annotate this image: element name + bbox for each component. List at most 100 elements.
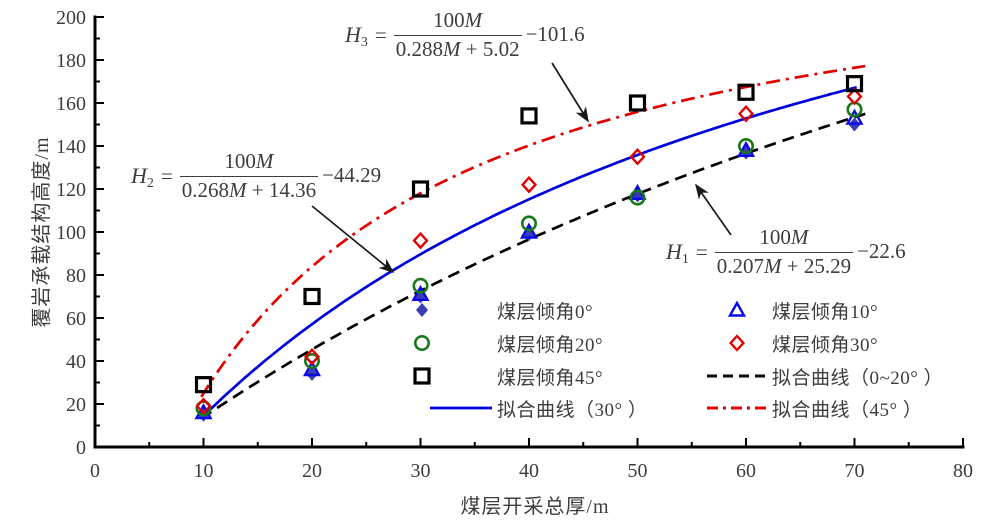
equation-h3-denominator: 0.288M + 5.02 bbox=[395, 36, 520, 61]
data-point bbox=[411, 180, 430, 198]
series-3 bbox=[195, 87, 863, 415]
legend-item: 煤层倾角0° bbox=[410, 297, 593, 323]
legend-label: 煤层倾角20° bbox=[497, 334, 604, 356]
x-axis-title: 煤层开采总厚/m bbox=[460, 496, 610, 518]
data-point bbox=[520, 215, 537, 232]
data-point bbox=[736, 140, 756, 158]
legend-marker-line-dashdot bbox=[707, 406, 766, 410]
data-point bbox=[194, 376, 213, 394]
x-tick-label: 20 bbox=[302, 460, 322, 482]
equation-h1-denominator: 0.207M + 25.29 bbox=[716, 253, 852, 278]
data-point bbox=[303, 287, 321, 306]
legend-marker-circle-open bbox=[414, 335, 430, 351]
equation-h2-constant: −44.29 bbox=[322, 163, 382, 188]
legend-marker-triangle-open bbox=[727, 300, 747, 317]
equation-h1-numerator: 100M bbox=[714, 225, 854, 253]
legend-marker-line-dashed bbox=[707, 374, 766, 378]
equation-h2-lhs: H 2 = bbox=[131, 162, 173, 191]
equation-h2-denominator: 0.268M + 14.36 bbox=[181, 177, 317, 202]
equation-h3-numerator: 100M bbox=[393, 8, 522, 36]
equation-h2-numerator: 100M bbox=[179, 149, 319, 177]
data-point bbox=[845, 75, 864, 93]
data-point bbox=[737, 138, 754, 155]
data-point bbox=[845, 108, 864, 125]
data-point bbox=[412, 277, 429, 294]
y-tick-label: 60 bbox=[66, 308, 86, 330]
data-point bbox=[411, 284, 430, 302]
series-1 bbox=[194, 108, 864, 420]
equation-h3-constant: −101.6 bbox=[525, 22, 585, 47]
x-tick-label: 0 bbox=[90, 460, 100, 482]
legend-label: 拟合曲线（30° ） bbox=[497, 399, 648, 421]
equation-h3: H 3 = 100M 0.288M + 5.02 −101.6 bbox=[345, 8, 585, 61]
x-tick-label: 50 bbox=[628, 460, 648, 482]
data-point bbox=[519, 222, 539, 239]
y-tick-label: 40 bbox=[66, 351, 86, 373]
x-tick-label: 30 bbox=[411, 460, 431, 482]
x-tick-label: 60 bbox=[736, 460, 756, 482]
data-point bbox=[303, 352, 320, 369]
equation-h2-fraction: 100M 0.268M + 14.36 bbox=[179, 149, 319, 202]
data-point bbox=[520, 107, 538, 125]
data-point bbox=[737, 83, 755, 101]
data-point bbox=[737, 104, 755, 123]
equation-h1-fraction: 100M 0.207M + 25.29 bbox=[714, 225, 854, 278]
legend-item: 煤层倾角20° bbox=[410, 330, 603, 356]
y-tick-label: 120 bbox=[56, 179, 86, 201]
y-tick-label: 100 bbox=[56, 222, 86, 244]
x-tick-label: 70 bbox=[845, 460, 865, 482]
data-point bbox=[520, 175, 538, 194]
y-tick-label: 200 bbox=[56, 7, 86, 29]
legend-label: 煤层倾角45° bbox=[497, 367, 604, 389]
y-tick-label: 160 bbox=[56, 93, 86, 115]
annotation-arrow-1 bbox=[311, 205, 395, 274]
legend-label: 拟合曲线（45° ） bbox=[772, 399, 923, 421]
equation-h1: H 1 = 100M 0.207M + 25.29 −22.6 bbox=[666, 225, 906, 278]
data-point bbox=[628, 94, 647, 112]
annotation-arrow-0 bbox=[551, 62, 589, 123]
legend-item: 拟合曲线（30° ） bbox=[410, 395, 647, 421]
legend-label: 煤层倾角30° bbox=[772, 334, 879, 356]
legend-item: 拟合曲线（0~20° ） bbox=[700, 363, 943, 389]
legend-label: 拟合曲线（0~20° ） bbox=[772, 367, 944, 389]
y-tick-label: 140 bbox=[56, 136, 86, 158]
data-point bbox=[195, 400, 212, 417]
y-tick-label: 80 bbox=[66, 265, 86, 287]
equation-h2: H 2 = 100M 0.268M + 14.36 −44.29 bbox=[131, 149, 382, 202]
data-point bbox=[195, 397, 212, 415]
equation-h1-constant: −22.6 bbox=[857, 239, 906, 264]
legend-item: 煤层倾角30° bbox=[700, 330, 878, 356]
data-point bbox=[303, 347, 321, 366]
x-tick-label: 40 bbox=[519, 460, 539, 482]
data-point bbox=[629, 189, 646, 206]
legend-label: 煤层倾角0° bbox=[497, 301, 594, 323]
data-point bbox=[629, 147, 646, 166]
data-point bbox=[412, 231, 429, 250]
legend-marker-square-open bbox=[413, 367, 431, 385]
legend-item: 煤层倾角10° bbox=[700, 297, 878, 323]
x-tick-label: 10 bbox=[194, 460, 214, 482]
legend-item: 拟合曲线（45° ） bbox=[700, 395, 922, 421]
data-point bbox=[194, 403, 213, 420]
data-point bbox=[302, 360, 322, 377]
legend-label: 煤层倾角10° bbox=[772, 301, 879, 323]
fit-curve-0 bbox=[200, 112, 866, 420]
x-tick-label: 80 bbox=[953, 460, 973, 482]
equation-h3-lhs: H 3 = bbox=[345, 21, 387, 50]
legend-marker-diamond-open bbox=[728, 334, 746, 352]
legend-marker-line-solid bbox=[430, 406, 492, 410]
y-tick-label: 180 bbox=[56, 50, 86, 72]
equation-h3-fraction: 100M 0.288M + 5.02 bbox=[393, 8, 522, 61]
annotation-arrow-2 bbox=[695, 183, 732, 236]
y-tick-label: 0 bbox=[76, 437, 86, 459]
y-tick-label: 20 bbox=[66, 394, 86, 416]
data-point bbox=[846, 87, 863, 106]
legend-marker-diamond-filled bbox=[416, 303, 428, 317]
equation-h1-lhs: H 1 = bbox=[666, 238, 708, 267]
series-4 bbox=[194, 75, 864, 394]
legend-item: 煤层倾角45° bbox=[410, 363, 603, 389]
fit-curve-2 bbox=[200, 64, 866, 398]
y-axis-title: 覆岩承载结构高度/m bbox=[31, 136, 53, 328]
